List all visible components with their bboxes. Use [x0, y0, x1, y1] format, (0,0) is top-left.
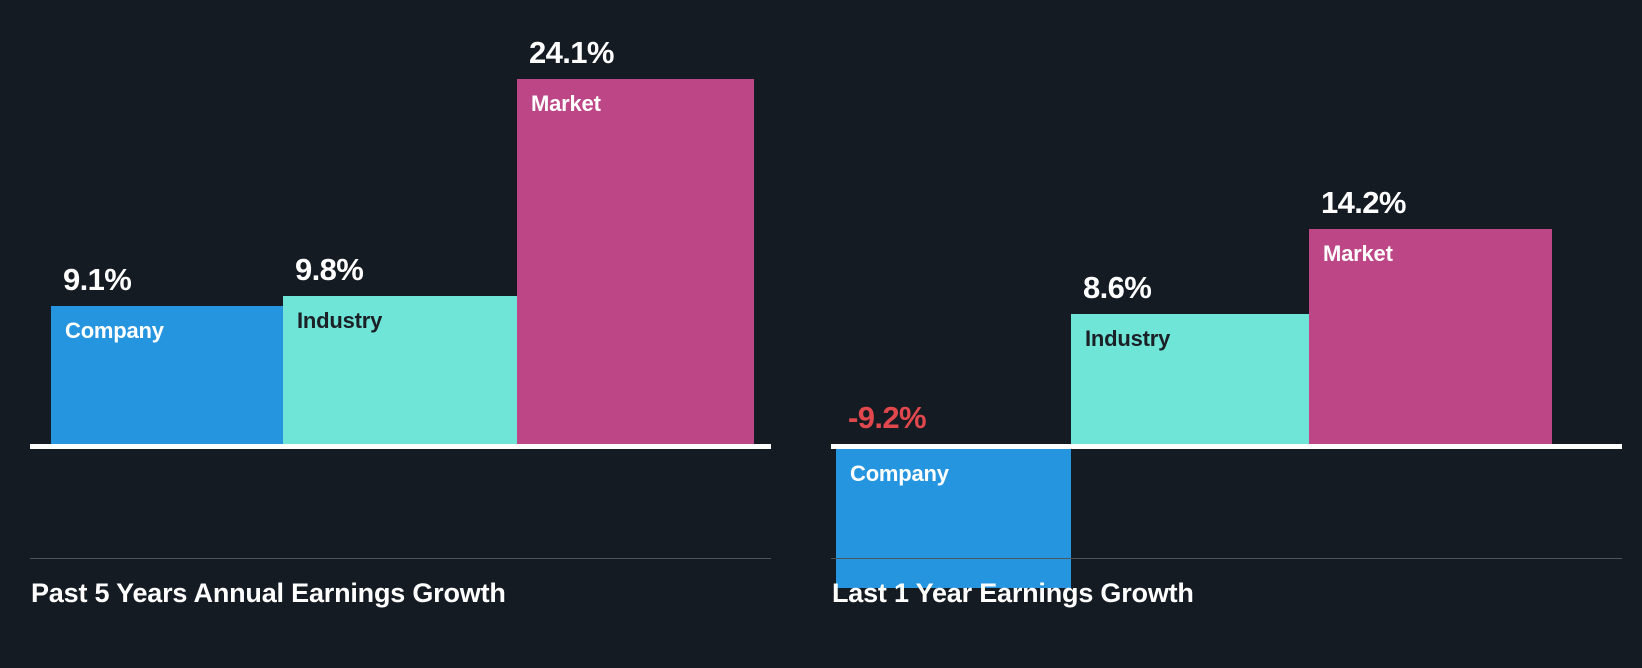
bar-value-industry: 8.6% — [1083, 269, 1152, 305]
bar-label-company: Company — [65, 318, 164, 344]
bar-label-industry: Industry — [297, 307, 383, 333]
bar-label-industry: Industry — [1085, 325, 1171, 351]
chart-panel-last-1-year: Company -9.2% Industry 8.6% Market 14.2%… — [821, 0, 1642, 668]
zero-baseline-left — [30, 444, 771, 449]
zero-baseline-right — [831, 444, 1622, 449]
bar-value-company: 9.1% — [63, 262, 132, 298]
plot-area-left: Company 9.1% Industry 9.8% Market 24.1% — [0, 0, 821, 560]
bar-label-market: Market — [1323, 240, 1393, 266]
bar-value-company: -9.2% — [848, 400, 927, 435]
bar-industry[interactable]: Industry — [283, 295, 517, 444]
bar-fill-industry — [1071, 313, 1309, 444]
bar-fill-company — [51, 306, 283, 444]
bar-market[interactable]: Market — [517, 78, 754, 444]
bar-value-market: 14.2% — [1321, 184, 1407, 220]
bar-label-company: Company — [850, 461, 949, 486]
bar-fill-market — [1309, 228, 1552, 444]
bar-fill-company — [836, 449, 1071, 589]
panel-caption-last-1-year: Last 1 Year Earnings Growth — [832, 578, 1194, 608]
bar-company[interactable]: Company — [836, 449, 1071, 589]
panel-caption-past-5-years: Past 5 Years Annual Earnings Growth — [31, 578, 506, 608]
bar-market[interactable]: Market — [1309, 228, 1552, 444]
chart-panel-past-5-years: Company 9.1% Industry 9.8% Market 24.1% … — [0, 0, 821, 608]
bar-industry[interactable]: Industry — [1071, 313, 1309, 444]
bar-fill-market — [517, 78, 754, 444]
bar-value-industry: 9.8% — [295, 251, 364, 287]
bar-value-market: 24.1% — [529, 34, 615, 70]
bar-fill-industry — [283, 295, 517, 444]
panel-divider-right — [831, 558, 1622, 559]
bar-label-market: Market — [531, 90, 601, 116]
bar-company[interactable]: Company — [51, 306, 283, 444]
panel-divider-left — [30, 558, 771, 559]
plot-area-right: Company -9.2% Industry 8.6% Market 14.2% — [821, 0, 1642, 589]
